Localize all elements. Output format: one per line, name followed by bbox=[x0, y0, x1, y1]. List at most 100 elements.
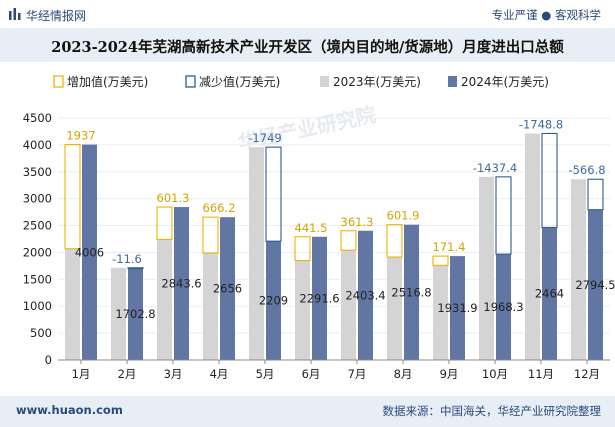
value-label-2024-1: 4006 bbox=[75, 245, 104, 259]
change-box-2 bbox=[127, 267, 144, 270]
change-box-8 bbox=[386, 224, 403, 258]
change-box-5 bbox=[265, 146, 282, 242]
change-box-10 bbox=[495, 176, 512, 255]
bar-2024-3 bbox=[174, 207, 189, 360]
bar-2023-10 bbox=[479, 176, 494, 360]
legend-decrease-label: 减少值(万美元) bbox=[199, 74, 280, 89]
change-label-8: 601.9 bbox=[387, 209, 420, 223]
y-tick-label-7: 3500 bbox=[23, 165, 52, 179]
y-tick-label-2: 1000 bbox=[23, 299, 52, 313]
change-box-3 bbox=[156, 206, 173, 240]
bar-2024-10 bbox=[496, 254, 511, 360]
bars: 1937 4006 -11.6 1702.8 601.3 2843.6 666.2 2656 -… bbox=[64, 117, 615, 360]
bar-2024-11 bbox=[542, 227, 557, 360]
bar-2024-7 bbox=[358, 230, 373, 360]
bar-2024-1 bbox=[82, 144, 97, 360]
value-label-2024-8: 2516.8 bbox=[391, 285, 431, 299]
brand-logo-icon bbox=[9, 8, 21, 20]
y-tick-label-6: 3000 bbox=[23, 192, 52, 206]
change-box-12 bbox=[587, 178, 604, 211]
value-label-2024-10: 1968.3 bbox=[483, 300, 523, 314]
legend-increase-swatch bbox=[53, 75, 64, 88]
bar-2023-9 bbox=[433, 265, 448, 360]
bar-chart: 增加值(万美元) 减少值(万美元) 2023年(万美元) 2024年(万美元) … bbox=[23, 74, 615, 381]
value-label-2024-11: 2464 bbox=[535, 287, 564, 301]
y-tick-label-0: 0 bbox=[45, 353, 52, 367]
bar-2024-8 bbox=[404, 224, 419, 360]
change-label-11: -1748.8 bbox=[519, 117, 563, 131]
chart-legend: 增加值(万美元) 减少值(万美元) 2023年(万美元) 2024年(万美元) bbox=[53, 74, 549, 89]
change-label-4: 666.2 bbox=[203, 201, 236, 215]
title-bar bbox=[0, 28, 615, 62]
footer-bar bbox=[0, 396, 615, 427]
value-label-2024-6: 2291.6 bbox=[299, 291, 339, 305]
chart-title: 2023-2024年芜湖高新技术产业开发区（境内目的地/货源地）月度进出口总额 bbox=[51, 39, 564, 56]
y-tick-label-3: 1500 bbox=[23, 272, 52, 286]
change-box-11 bbox=[541, 132, 558, 229]
change-label-12: -566.8 bbox=[568, 163, 605, 177]
grid bbox=[58, 117, 610, 334]
x-tick-label-10: 10月 bbox=[482, 367, 508, 381]
value-label-2024-12: 2794.5 bbox=[575, 278, 615, 292]
change-label-5: -1749 bbox=[248, 131, 281, 145]
bar-2024-2 bbox=[128, 268, 143, 360]
legend-2024-label: 2024年(万美元) bbox=[461, 75, 549, 89]
value-label-2024-7: 2403.4 bbox=[345, 288, 385, 302]
change-box-7 bbox=[340, 230, 357, 251]
x-tick-label-11: 11月 bbox=[528, 367, 554, 381]
bar-2024-9 bbox=[450, 256, 465, 360]
bar-2023-7 bbox=[341, 250, 356, 360]
change-label-9: 171.4 bbox=[433, 240, 466, 254]
y-tick-label-8: 4000 bbox=[23, 138, 52, 152]
bar-2024-6 bbox=[312, 236, 327, 360]
watermark: 华经产业研究院 bbox=[236, 102, 378, 155]
change-label-3: 601.3 bbox=[157, 191, 190, 205]
change-box-9 bbox=[432, 255, 449, 266]
y-tick-label-5: 2500 bbox=[23, 219, 52, 233]
value-label-2024-4: 2656 bbox=[213, 282, 242, 296]
bar-2023-4 bbox=[203, 252, 218, 360]
change-label-6: 441.5 bbox=[295, 221, 328, 235]
value-label-2024-9: 1931.9 bbox=[437, 301, 477, 315]
value-label-2024-3: 2843.6 bbox=[161, 277, 201, 291]
y-tick-label-1: 500 bbox=[30, 326, 52, 340]
x-axis: 1月 2月 3月 4月 5月 6月 7月 8月 9月 10月 11月 12月 bbox=[58, 359, 610, 381]
y-axis: 0 500 1000 1500 2000 2500 3000 3500 4000 4500 bbox=[23, 111, 52, 367]
bar-2023-3 bbox=[157, 239, 172, 360]
bar-2023-1 bbox=[65, 248, 80, 360]
footer-source: 数据来源：中国海关，华经产业研究院整理 bbox=[382, 404, 602, 418]
x-tick-label-2: 2月 bbox=[118, 367, 137, 381]
bar-2023-12 bbox=[571, 179, 586, 360]
legend-2023-swatch bbox=[320, 76, 329, 87]
bar-2023-2 bbox=[111, 267, 126, 360]
legend-2024-swatch bbox=[448, 76, 457, 87]
brand-tagline: 专业严谨 ● 客观科学 bbox=[491, 8, 601, 22]
top-bar: 华经情报网 专业严谨 ● 客观科学 bbox=[0, 0, 615, 26]
x-tick-label-3: 3月 bbox=[164, 367, 183, 381]
x-tick-label-7: 7月 bbox=[348, 367, 367, 381]
change-label-7: 361.3 bbox=[341, 215, 374, 229]
x-tick-label-8: 8月 bbox=[394, 367, 413, 381]
change-label-2: -11.6 bbox=[112, 252, 142, 266]
bar-2024-5 bbox=[266, 241, 281, 360]
bar-2023-8 bbox=[387, 257, 402, 360]
footer-site-link[interactable]: www.huaon.com bbox=[16, 403, 123, 417]
x-tick-label-6: 6月 bbox=[302, 367, 321, 381]
y-tick-label-4: 2000 bbox=[23, 245, 52, 259]
bar-2023-5 bbox=[249, 147, 264, 360]
bar-2024-4 bbox=[220, 217, 235, 360]
bar-2023-6 bbox=[295, 260, 310, 360]
legend-decrease-swatch bbox=[185, 75, 196, 88]
x-tick-label-4: 4月 bbox=[210, 367, 229, 381]
legend-increase-label: 增加值(万美元) bbox=[67, 74, 148, 89]
change-box-4 bbox=[202, 216, 219, 254]
y-tick-label-9: 4500 bbox=[23, 111, 52, 125]
x-tick-label-12: 12月 bbox=[574, 367, 600, 381]
change-box-6 bbox=[294, 236, 311, 262]
value-label-2024-2: 1702.8 bbox=[115, 307, 155, 321]
legend-2023-label: 2023年(万美元) bbox=[333, 75, 421, 89]
x-tick-label-1: 1月 bbox=[72, 367, 91, 381]
bar-2024-12 bbox=[588, 209, 603, 360]
change-label-10: -1437.4 bbox=[473, 161, 517, 175]
change-box-1 bbox=[64, 144, 81, 250]
